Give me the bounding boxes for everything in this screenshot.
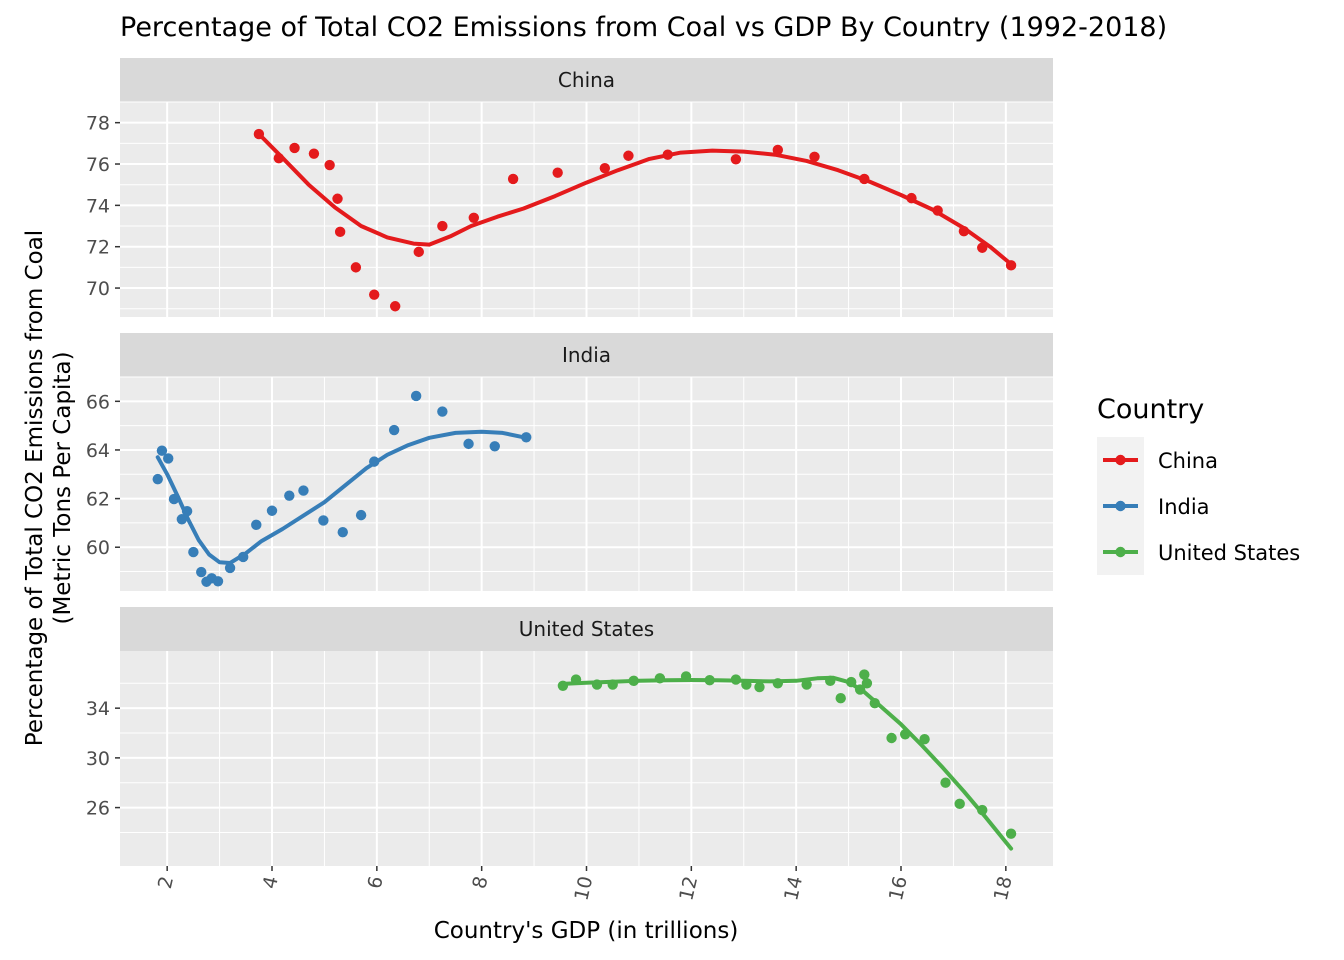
data-point-china (332, 193, 343, 204)
legend-key-point-india (1115, 500, 1126, 512)
y-tick-label: 62 (86, 489, 110, 511)
data-point-india (298, 485, 309, 496)
panel-india: India 60 62 64 66 (86, 333, 1053, 591)
y-axis-title-line1: Percentage of Total CO2 Emissions from C… (22, 230, 48, 746)
x-tick-label: 6 (364, 874, 388, 891)
y-tick-label: 26 (86, 798, 110, 820)
data-point-china (809, 151, 820, 162)
data-point-china (772, 144, 784, 156)
legend-label-india: India (1158, 495, 1210, 519)
chart-title: Percentage of Total CO2 Emissions from C… (120, 12, 1167, 43)
data-point-united-states (919, 734, 930, 745)
x-tick-label: 18 (990, 874, 1017, 903)
y-tick-label: 66 (86, 391, 110, 413)
data-point-india (156, 445, 168, 456)
y-tick-label: 64 (86, 440, 110, 462)
data-point-united-states (859, 669, 870, 680)
data-point-india (251, 519, 262, 531)
x-axis-title: Country's GDP (in trillions) (434, 918, 739, 944)
data-point-india (284, 490, 295, 501)
data-point-india (196, 566, 207, 578)
data-point-china (334, 226, 346, 238)
x-tick-label: 2 (154, 874, 178, 891)
data-point-india (163, 453, 174, 464)
data-point-china (389, 301, 401, 312)
data-point-china (308, 148, 320, 159)
data-point-china (507, 173, 519, 185)
data-point-india (212, 576, 224, 587)
y-tick-label: 76 (86, 154, 110, 176)
data-point-india (489, 441, 500, 452)
data-point-united-states (754, 681, 765, 693)
data-point-united-states (1005, 828, 1017, 839)
data-point-india (388, 424, 400, 436)
data-point-india (152, 473, 163, 485)
data-point-united-states (801, 679, 812, 690)
data-point-china (599, 162, 611, 174)
x-tick-label: 16 (885, 874, 912, 903)
data-point-china (437, 220, 448, 232)
x-tick-label: 8 (468, 874, 492, 891)
trend-line-china (256, 132, 1016, 269)
data-point-china (552, 167, 563, 178)
y-tick-label: 74 (86, 195, 110, 217)
y-axis-title-line2: (Metric Tons Per Capita) (50, 351, 76, 624)
y-tick-label: 72 (86, 237, 110, 259)
data-point-india (437, 406, 448, 417)
data-point-india (410, 390, 422, 402)
data-point-china (468, 212, 480, 223)
x-tick-label: 10 (570, 874, 597, 903)
data-point-india (337, 526, 348, 538)
y-tick-label: 70 (86, 278, 110, 300)
data-point-china (369, 289, 380, 300)
y-tick-label: 78 (86, 113, 110, 135)
legend-label-united-states: United States (1158, 541, 1300, 565)
legend-key-point-china (1115, 454, 1126, 466)
strip-label-china: China (558, 68, 615, 92)
data-point-india (266, 505, 278, 516)
legend-label-china: China (1158, 449, 1218, 473)
x-tick-label: 14 (780, 874, 807, 903)
data-point-united-states (954, 798, 965, 810)
panel-china: China 70 72 74 76 78 (86, 58, 1053, 317)
strip-united-states (120, 607, 1053, 651)
x-axis: 2 4 6 8 10 12 14 16 18 (154, 866, 1017, 903)
data-point-china (413, 246, 424, 258)
data-point-china (350, 262, 362, 273)
legend-title: Country (1097, 394, 1204, 425)
data-point-china (623, 150, 634, 161)
data-point-china (324, 159, 335, 171)
data-point-india (355, 509, 367, 521)
y-tick-label: 60 (86, 537, 110, 559)
data-point-india (224, 562, 236, 574)
data-point-china (289, 142, 300, 154)
y-tick-label: 34 (86, 698, 110, 720)
data-point-united-states (940, 777, 951, 788)
strip-label-india: India (562, 343, 611, 367)
legend: Country China India United States (1097, 394, 1300, 575)
data-point-china (730, 154, 742, 165)
strip-india (120, 333, 1053, 377)
data-point-india (318, 515, 329, 526)
panel-united-states: United States 26 30 34 (86, 607, 1053, 866)
y-tick-label: 30 (86, 748, 110, 770)
x-tick-label: 12 (675, 874, 702, 903)
data-point-united-states (861, 678, 873, 689)
data-point-united-states (886, 732, 897, 744)
x-tick-label: 4 (259, 874, 283, 891)
data-point-india (463, 438, 474, 450)
data-point-united-states (835, 693, 846, 704)
trend-line-india (155, 429, 529, 565)
strip-label-united-states: United States (519, 617, 654, 641)
data-point-india (188, 546, 199, 558)
legend-key-point-united-states (1115, 546, 1126, 558)
strip-china (120, 58, 1053, 102)
facet-panels: China 70 72 74 76 78 India 60 62 64 66 United State… (86, 58, 1053, 866)
data-point-india (176, 514, 188, 525)
trend-line-united-states (560, 675, 1014, 851)
